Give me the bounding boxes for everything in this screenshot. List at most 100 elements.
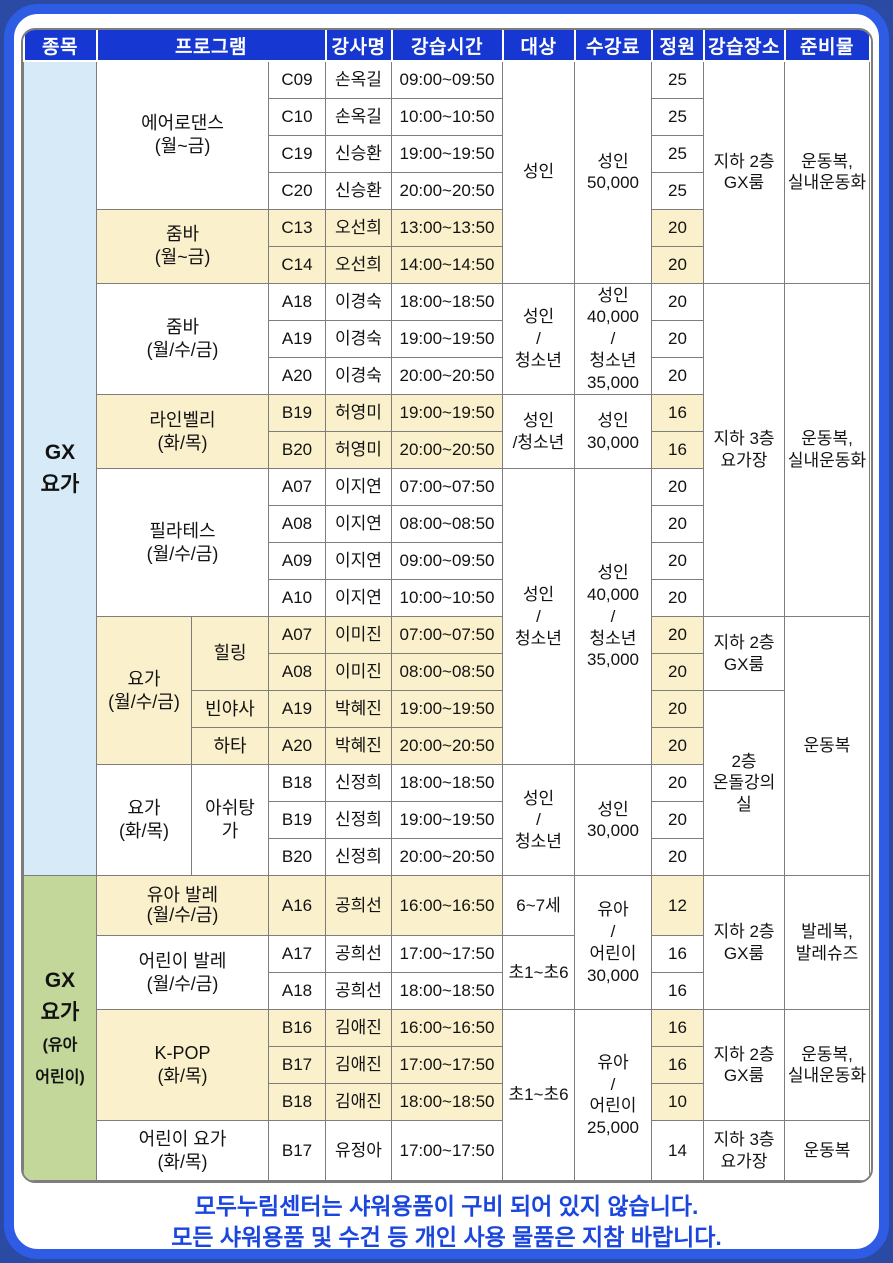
cell-fee: 성인 50,000 <box>574 60 652 284</box>
cell-code: A17 <box>268 935 326 974</box>
cell-code: A08 <box>268 505 326 544</box>
cell-program: 어린이 발레 (월/수/금) <box>96 935 269 1011</box>
cell-code: B20 <box>268 431 326 470</box>
cell-category: GX 요가 (유아 어린이) <box>23 875 97 1182</box>
cell-code: B18 <box>268 1083 326 1122</box>
cell-instructor: 김애진 <box>325 1083 392 1122</box>
col-header-time: 강습시간 <box>390 30 504 62</box>
cell-instructor: 신정희 <box>325 838 392 877</box>
cell-code: A18 <box>268 282 326 321</box>
cell-code: C13 <box>268 208 326 247</box>
cell-location: 지하 2층 GX룸 <box>703 616 785 692</box>
cell-instructor: 오선희 <box>325 208 392 247</box>
col-header-category: 종목 <box>22 30 98 62</box>
footer-notice-line2: 모든 샤워용품 및 수건 등 개인 사용 물품은 지참 바랍니다. <box>171 1224 722 1251</box>
cell-code: B20 <box>268 838 326 877</box>
header-row: 종목 프로그램 강사명 강습시간 대상 수강료 정원 강습장소 준비물 <box>22 30 871 62</box>
cell-code: A08 <box>268 653 326 692</box>
cell-time: 08:00~08:50 <box>391 653 503 692</box>
cell-instructor: 이미진 <box>325 653 392 692</box>
cell-time: 20:00~20:50 <box>391 356 503 396</box>
cell-program: 에어로댄스 (월~금) <box>96 60 269 210</box>
cell-instructor: 공희선 <box>325 972 392 1011</box>
cell-capacity: 20 <box>651 542 704 581</box>
cell-capacity: 16 <box>651 935 704 974</box>
cell-code: A20 <box>268 727 326 766</box>
cell-category: GX 요가 <box>23 60 97 877</box>
schedule-table-wrapper: 종목 프로그램 강사명 강습시간 대상 수강료 정원 강습장소 준비물 GX 요가 에어로댄스 (월~… <box>20 28 873 1184</box>
cell-instructor: 이미진 <box>325 616 392 655</box>
cell-code: A07 <box>268 468 326 507</box>
col-header-location: 강습장소 <box>702 30 786 62</box>
table-row: A09 이지연 09:00~09:50 20 <box>24 542 870 581</box>
cell-capacity: 12 <box>651 875 704 937</box>
table-row: C20 신승환 20:00~20:50 25 <box>24 171 870 210</box>
cell-fee: 성인 40,000/청소년 35,000 <box>574 282 652 396</box>
cell-instructor: 손옥길 <box>325 97 392 136</box>
table-row: A19 이경숙 19:00~19:50 20 <box>24 319 870 359</box>
cell-time: 14:00~14:50 <box>391 245 503 284</box>
cell-capacity: 20 <box>651 245 704 284</box>
col-header-target: 대상 <box>501 30 576 62</box>
col-header-fee: 수강료 <box>573 30 653 62</box>
cell-capacity: 20 <box>651 208 704 247</box>
cell-program: K-POP (화/목) <box>96 1009 269 1122</box>
table-row: B17 김애진 17:00~17:50 16 <box>24 1046 870 1085</box>
cell-capacity: 16 <box>651 972 704 1011</box>
cell-instructor: 오선희 <box>325 245 392 284</box>
cell-instructor: 이경숙 <box>325 282 392 321</box>
cell-capacity: 20 <box>651 764 704 803</box>
cell-capacity: 20 <box>651 690 704 729</box>
cell-capacity: 20 <box>651 505 704 544</box>
cell-instructor: 신정희 <box>325 764 392 803</box>
cell-instructor: 박혜진 <box>325 690 392 729</box>
cell-target: 성인/청소년 <box>502 764 575 877</box>
cell-time: 18:00~18:50 <box>391 972 503 1011</box>
cell-code: B18 <box>268 764 326 803</box>
cell-time: 16:00~16:50 <box>391 875 503 937</box>
cell-fee: 성인 40,000/청소년 35,000 <box>574 468 652 766</box>
cell-instructor: 김애진 <box>325 1009 392 1048</box>
cell-time: 08:00~08:50 <box>391 505 503 544</box>
cell-program: 요가 (월/수/금) <box>96 616 192 766</box>
cell-instructor: 공희선 <box>325 875 392 937</box>
cell-capacity: 20 <box>651 801 704 840</box>
cell-items: 운동복, 실내운동화 <box>784 282 870 618</box>
table-row: 줌바 (월~금) C13 오선희 13:00~13:50 20 <box>24 208 870 284</box>
cell-location: 지하 3층 요가장 <box>703 282 785 618</box>
cell-code: B17 <box>268 1046 326 1085</box>
cell-time: 18:00~18:50 <box>391 1083 503 1122</box>
table-row: 라인벨리 (화/목) B19 허영미 19:00~19:50 성인/청소년 성인 30,000… <box>24 394 870 470</box>
table-row: 어린이 발레 (월/수/금) A17 공희선 17:00~17:50 초1~초6 16 <box>24 935 870 1011</box>
cell-time: 20:00~20:50 <box>391 171 503 210</box>
table-row: 요가 (월/수/금) 힐링 A07 이미진 07:00~07:50 20 지하 2층 GX룸 운동… <box>24 616 870 877</box>
table-row: GX 요가 에어로댄스 (월~금) C09 손옥길 09:00~09:50 성인 성인 50,00… <box>23 60 870 877</box>
cell-capacity: 20 <box>651 579 704 618</box>
table-row: 요가 (화/목) 아쉬탕 가 B18 신정희 18:00~18:50 성인 / 청소년 성인 30,0… <box>24 764 870 877</box>
cell-time: 19:00~19:50 <box>391 134 503 173</box>
col-header-capacity: 정원 <box>650 30 705 62</box>
cell-program: 유아 발레 (월/수/금) <box>96 875 269 937</box>
footer-notice: 모두누림센터는 샤워용품이 구비 되어 있지 않습니다. 모든 샤워용품 및 수… <box>171 1191 722 1253</box>
cell-location: 2층 온돌강의실 <box>703 690 785 877</box>
cell-target: 성인/청소년 <box>502 394 575 470</box>
cell-time: 19:00~19:50 <box>391 394 503 433</box>
table-header: 종목 프로그램 강사명 강습시간 대상 수강료 정원 강습장소 준비물 <box>22 30 871 62</box>
cell-instructor: 이지연 <box>325 579 392 618</box>
cell-program: 어린이 요가 (화/목) <box>96 1120 269 1182</box>
cell-code: A10 <box>268 579 326 618</box>
table-row: B18 김애진 18:00~18:50 10 <box>24 1083 870 1122</box>
cell-target: 성인/청소년 <box>502 468 575 766</box>
cell-time: 09:00~09:50 <box>391 542 503 581</box>
cell-time: 18:00~18:50 <box>391 282 503 321</box>
cell-code: A16 <box>268 875 326 937</box>
cell-code: C09 <box>268 60 326 99</box>
cell-time: 10:00~10:50 <box>391 97 503 136</box>
cell-capacity: 20 <box>651 653 704 692</box>
cell-program-sub: 아쉬탕 가 <box>191 764 269 877</box>
cell-time: 07:00~07:50 <box>391 616 503 655</box>
cell-capacity: 16 <box>651 431 704 470</box>
cell-target: 성인 <box>502 60 575 284</box>
table-row: 빈야사 A19 박혜진 19:00~19:50 20 2층 온돌강의실 <box>24 690 870 877</box>
cell-capacity: 20 <box>651 319 704 359</box>
